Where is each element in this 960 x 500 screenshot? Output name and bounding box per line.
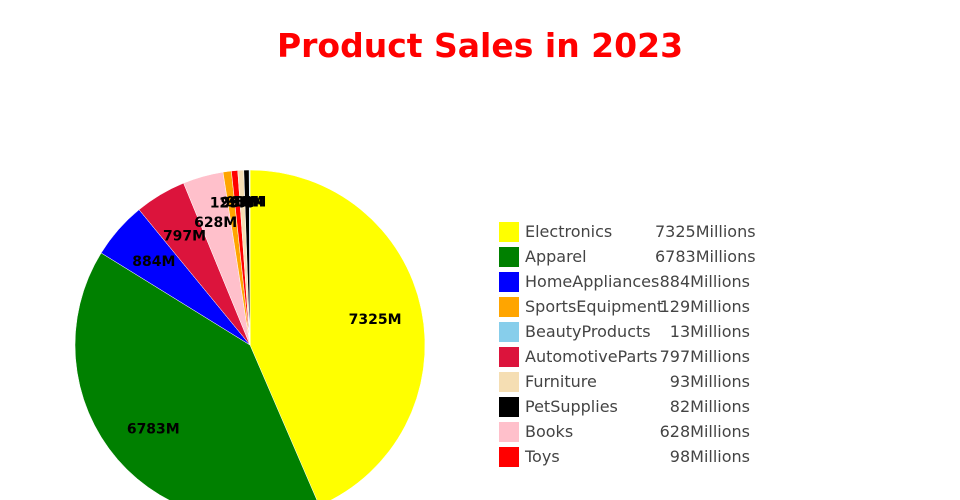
chart-legend: Electronics 7325Millions Apparel 6783Millio… xyxy=(499,219,759,469)
legend-swatch xyxy=(499,221,519,242)
legend-swatch xyxy=(499,446,519,467)
legend-swatch xyxy=(499,396,519,417)
legend-swatch xyxy=(499,321,519,342)
legend-value: 797Millions xyxy=(659,347,750,366)
legend-item-toys[interactable]: Toys 98Millions xyxy=(499,444,759,469)
slice-label-books: 628M xyxy=(194,215,237,231)
pie-slice-beautyproducts xyxy=(248,169,251,346)
legend-swatch xyxy=(499,421,519,442)
legend-swatch xyxy=(499,346,519,367)
legend-label: Furniture xyxy=(525,372,597,391)
slice-label-beautyproducts: 13M xyxy=(233,195,266,211)
legend-item-beautyproducts[interactable]: BeautyProducts 13Millions xyxy=(499,319,759,344)
legend-label: BeautyProducts xyxy=(525,322,651,341)
legend-label: AutomotiveParts xyxy=(525,347,658,366)
legend-value: 13Millions xyxy=(669,322,750,341)
legend-item-books[interactable]: Books 628Millions xyxy=(499,419,759,444)
legend-label: PetSupplies xyxy=(525,397,618,416)
slice-label-apparel: 6783M xyxy=(127,421,180,437)
legend-value: 93Millions xyxy=(669,372,750,391)
legend-value: 7325Millions xyxy=(655,222,756,241)
legend-label: Toys xyxy=(525,447,560,466)
slice-label-automotiveparts: 797M xyxy=(163,228,206,244)
slice-label-petsupplies: 82M xyxy=(230,195,263,211)
legend-value: 884Millions xyxy=(659,272,750,291)
pie-slices xyxy=(74,169,426,500)
slice-label-electronics: 7325M xyxy=(349,312,402,328)
legend-label: HomeAppliances xyxy=(525,272,660,291)
legend-swatch xyxy=(499,296,519,317)
legend-swatch xyxy=(499,271,519,292)
pie-slice-apparel xyxy=(74,252,318,500)
legend-label: Books xyxy=(525,422,574,441)
legend-label: Electronics xyxy=(525,222,613,241)
legend-item-homeappliances[interactable]: HomeAppliances 884Millions xyxy=(499,269,759,294)
legend-swatch xyxy=(499,246,519,267)
legend-value: 6783Millions xyxy=(655,247,756,266)
legend-item-electronics[interactable]: Electronics 7325Millions xyxy=(499,219,759,244)
slice-label-homeappliances: 884M xyxy=(132,254,175,270)
slice-label-sportsequipment: 129M xyxy=(210,196,253,212)
legend-item-apparel[interactable]: Apparel 6783Millions xyxy=(499,244,759,269)
legend-value: 82Millions xyxy=(669,397,750,416)
legend-label: SportsEquipment xyxy=(525,297,664,316)
legend-item-sportsequipment[interactable]: SportsEquipment 129Millions xyxy=(499,294,759,319)
chart-title: Product Sales in 2023 xyxy=(276,26,684,65)
legend-item-automotiveparts[interactable]: AutomotiveParts 797Millions xyxy=(499,344,759,369)
legend-item-furniture[interactable]: Furniture 93Millions xyxy=(499,369,759,394)
legend-label: Apparel xyxy=(525,247,587,266)
slice-label-toys: 98M xyxy=(221,195,254,211)
slice-label-furniture: 93M xyxy=(226,195,259,211)
legend-value: 98Millions xyxy=(669,447,750,466)
legend-value: 129Millions xyxy=(659,297,750,316)
legend-item-petsupplies[interactable]: PetSupplies 82Millions xyxy=(499,394,759,419)
legend-swatch xyxy=(499,371,519,392)
legend-value: 628Millions xyxy=(659,422,750,441)
pie-slice-electronics xyxy=(249,169,426,500)
